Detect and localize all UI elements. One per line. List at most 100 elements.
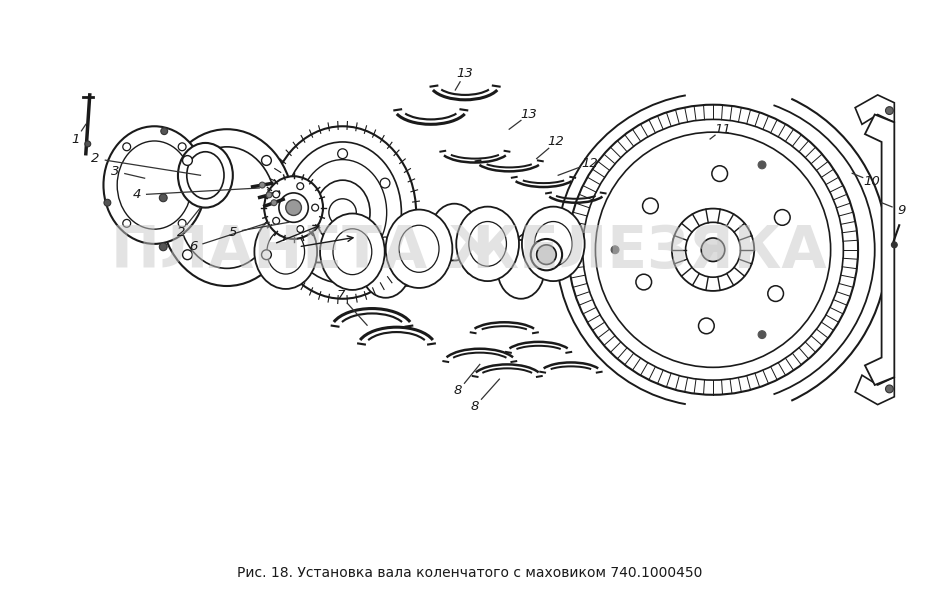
Ellipse shape	[187, 151, 224, 199]
Text: 8: 8	[454, 384, 462, 397]
Ellipse shape	[333, 229, 372, 274]
Ellipse shape	[269, 127, 416, 299]
Circle shape	[891, 242, 898, 248]
Circle shape	[699, 318, 715, 334]
Circle shape	[279, 193, 308, 222]
Circle shape	[885, 107, 893, 115]
Ellipse shape	[522, 207, 585, 281]
Ellipse shape	[431, 204, 478, 261]
Circle shape	[297, 226, 303, 232]
Text: 9: 9	[897, 204, 905, 217]
Circle shape	[758, 161, 766, 169]
Text: 3: 3	[111, 165, 119, 178]
Text: 13: 13	[520, 108, 537, 121]
Text: 12: 12	[581, 157, 598, 170]
Circle shape	[104, 199, 111, 206]
Text: 11: 11	[715, 123, 731, 135]
Text: 1: 1	[72, 132, 80, 146]
Circle shape	[161, 128, 168, 135]
Text: 8: 8	[470, 400, 479, 413]
Circle shape	[636, 274, 652, 290]
Text: 12: 12	[547, 135, 564, 148]
Polygon shape	[517, 225, 556, 273]
Text: 13: 13	[456, 67, 473, 80]
Circle shape	[182, 250, 192, 260]
Circle shape	[160, 243, 167, 251]
Circle shape	[758, 331, 766, 339]
Polygon shape	[274, 220, 314, 283]
Ellipse shape	[320, 213, 385, 290]
Circle shape	[262, 156, 271, 165]
Circle shape	[297, 183, 303, 189]
Circle shape	[329, 199, 356, 226]
Ellipse shape	[264, 176, 323, 239]
Polygon shape	[401, 234, 440, 286]
Text: 7: 7	[336, 289, 345, 302]
Circle shape	[380, 237, 390, 247]
Text: Рис. 18. Установка вала коленчатого с маховиком 740.1000450: Рис. 18. Установка вала коленчатого с ма…	[237, 566, 702, 580]
Circle shape	[380, 178, 390, 188]
Ellipse shape	[531, 239, 562, 270]
Circle shape	[272, 217, 280, 225]
Ellipse shape	[103, 127, 206, 244]
Circle shape	[595, 132, 831, 367]
Circle shape	[712, 166, 728, 181]
Polygon shape	[865, 115, 894, 385]
Text: 5: 5	[228, 226, 237, 239]
Text: 6: 6	[190, 241, 198, 253]
Circle shape	[266, 192, 272, 198]
Circle shape	[685, 222, 741, 277]
Circle shape	[885, 385, 893, 393]
Ellipse shape	[386, 210, 453, 288]
Circle shape	[583, 119, 843, 380]
Circle shape	[123, 143, 131, 151]
Ellipse shape	[498, 240, 545, 299]
Ellipse shape	[316, 180, 370, 245]
Ellipse shape	[299, 160, 387, 266]
Circle shape	[285, 200, 301, 216]
Text: 4: 4	[132, 188, 141, 201]
Ellipse shape	[267, 229, 304, 274]
Circle shape	[262, 250, 271, 260]
Text: ПЛАНЕТА ЖЕЛЕЗЯКА: ПЛАНЕТА ЖЕЛЕЗЯКА	[111, 223, 826, 280]
Circle shape	[295, 178, 305, 188]
Circle shape	[775, 210, 790, 225]
Ellipse shape	[362, 239, 410, 298]
Polygon shape	[855, 375, 894, 405]
Ellipse shape	[178, 143, 233, 208]
Circle shape	[123, 219, 131, 228]
Ellipse shape	[296, 206, 343, 263]
Ellipse shape	[178, 147, 276, 268]
Polygon shape	[449, 228, 491, 276]
Circle shape	[160, 194, 167, 202]
Circle shape	[271, 200, 277, 206]
Circle shape	[312, 204, 318, 211]
Polygon shape	[332, 232, 377, 281]
Text: 2: 2	[91, 152, 100, 165]
Polygon shape	[299, 220, 338, 283]
Circle shape	[85, 141, 91, 147]
Polygon shape	[855, 95, 894, 124]
Ellipse shape	[456, 207, 519, 281]
Polygon shape	[382, 232, 423, 286]
Ellipse shape	[161, 129, 294, 286]
Text: 10: 10	[864, 175, 880, 188]
Circle shape	[182, 156, 192, 165]
Ellipse shape	[284, 142, 401, 283]
Ellipse shape	[534, 222, 572, 266]
Polygon shape	[536, 228, 570, 273]
Polygon shape	[468, 234, 511, 279]
Circle shape	[272, 191, 280, 198]
Ellipse shape	[536, 245, 556, 264]
Circle shape	[259, 182, 265, 188]
Circle shape	[338, 267, 347, 276]
Ellipse shape	[254, 214, 317, 289]
Circle shape	[295, 237, 305, 247]
Circle shape	[178, 219, 186, 228]
Circle shape	[611, 246, 619, 254]
Circle shape	[178, 143, 186, 151]
Ellipse shape	[469, 222, 506, 266]
Circle shape	[642, 198, 658, 214]
Circle shape	[672, 208, 754, 291]
Text: 2: 2	[177, 226, 185, 239]
